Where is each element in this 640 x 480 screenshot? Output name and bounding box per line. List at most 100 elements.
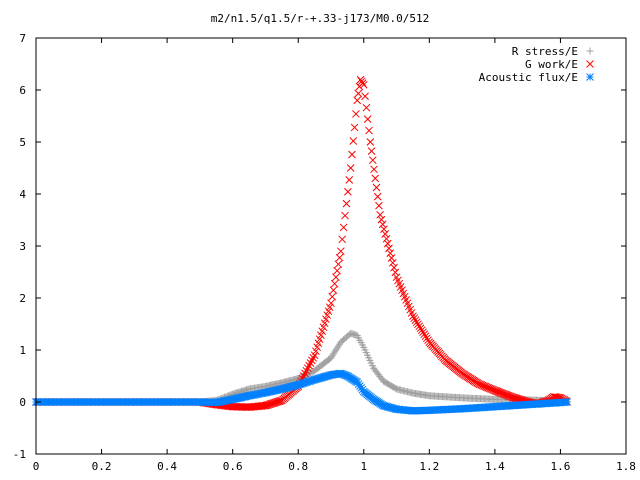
data-point — [382, 234, 391, 243]
legend-label: R stress/E — [512, 45, 578, 58]
data-point — [563, 398, 571, 406]
data-point — [420, 330, 429, 339]
data-point — [327, 299, 335, 308]
data-point — [373, 192, 382, 201]
data-point — [363, 115, 372, 123]
data-point — [387, 254, 396, 262]
y-tick-label: 2 — [19, 292, 26, 305]
data-point — [422, 334, 431, 343]
data-point — [366, 138, 375, 146]
x-tick-label: 0.6 — [223, 460, 243, 473]
data-point — [275, 397, 284, 406]
data-point — [386, 249, 395, 258]
data-point — [336, 247, 345, 256]
data-point — [476, 380, 484, 389]
data-point — [377, 215, 386, 224]
legend-marker — [586, 73, 594, 81]
data-point — [335, 253, 344, 262]
y-tick-label: 7 — [19, 32, 26, 45]
data-point — [424, 336, 432, 345]
data-point — [370, 165, 378, 174]
data-point — [480, 382, 488, 390]
data-point — [474, 379, 483, 388]
data-point — [362, 103, 371, 112]
data-point — [409, 312, 417, 321]
y-tick-label: 4 — [19, 188, 26, 201]
data-point — [486, 385, 495, 393]
data-point — [489, 386, 498, 394]
data-point — [338, 235, 347, 244]
data-point — [391, 268, 400, 277]
data-point — [485, 384, 494, 393]
data-point — [388, 258, 397, 267]
x-tick-label: 0.4 — [157, 460, 177, 473]
data-point — [332, 273, 340, 282]
data-point — [359, 80, 368, 89]
y-tick-label: 1 — [19, 344, 26, 357]
data-point — [346, 164, 355, 172]
x-tick-label: 0 — [33, 460, 40, 473]
data-point — [421, 332, 430, 341]
data-point — [334, 260, 343, 269]
data-point — [367, 147, 376, 155]
y-tick-label: 0 — [19, 396, 26, 409]
data-point — [375, 201, 383, 210]
data-point — [414, 320, 422, 329]
series-1 — [32, 75, 571, 412]
data-point — [361, 92, 369, 101]
plot-markers — [32, 75, 571, 415]
data-point — [368, 156, 377, 165]
x-tick-label: 1.2 — [419, 460, 439, 473]
legend-marker — [586, 47, 594, 55]
data-point — [488, 385, 497, 394]
data-point — [354, 89, 363, 98]
data-point — [383, 239, 392, 248]
data-point — [416, 324, 425, 333]
y-tick-label: 3 — [19, 240, 26, 253]
data-point — [349, 137, 358, 145]
data-point — [481, 382, 490, 391]
x-tick-label: 1.6 — [551, 460, 571, 473]
data-point — [353, 96, 362, 105]
data-point — [419, 328, 427, 337]
data-point — [328, 292, 337, 301]
data-point — [339, 223, 348, 232]
data-point — [350, 123, 359, 132]
series-2 — [32, 369, 571, 415]
data-point — [478, 381, 487, 390]
x-tick-label: 1 — [360, 460, 367, 473]
data-point — [415, 322, 424, 331]
data-point — [344, 187, 352, 196]
data-point — [341, 211, 349, 220]
chart-title: m2/n1.5/q1.5/r-+.33-j173/M0.0/512 — [211, 12, 430, 25]
legend-marker — [586, 60, 594, 68]
data-point — [482, 383, 491, 392]
data-point — [345, 176, 354, 184]
legend-label: Acoustic flux/E — [479, 71, 578, 84]
data-point — [410, 314, 419, 323]
data-point — [329, 286, 338, 295]
plot-frame — [35, 37, 627, 455]
data-point — [342, 199, 351, 208]
data-point — [380, 225, 388, 234]
series-0 — [32, 329, 571, 406]
y-tick-label: 5 — [19, 136, 26, 149]
data-point — [372, 183, 381, 192]
axes: 0 0.2 0.4 0.6 0.8 1 1.2 1.4 1.6 1.8 -1 0 1 2 3 4 5 6 7 — [13, 32, 636, 473]
data-point — [348, 150, 356, 159]
data-point — [330, 279, 339, 288]
data-point — [417, 326, 426, 335]
data-point — [411, 316, 420, 325]
data-point — [376, 210, 385, 219]
data-point — [390, 263, 398, 272]
data-point — [342, 371, 350, 380]
data-point — [333, 266, 341, 275]
data-point — [477, 381, 486, 389]
data-point — [412, 318, 421, 327]
x-tick-label: 0.8 — [288, 460, 308, 473]
data-point — [371, 174, 380, 183]
data-point — [378, 220, 387, 229]
data-point — [484, 383, 492, 392]
